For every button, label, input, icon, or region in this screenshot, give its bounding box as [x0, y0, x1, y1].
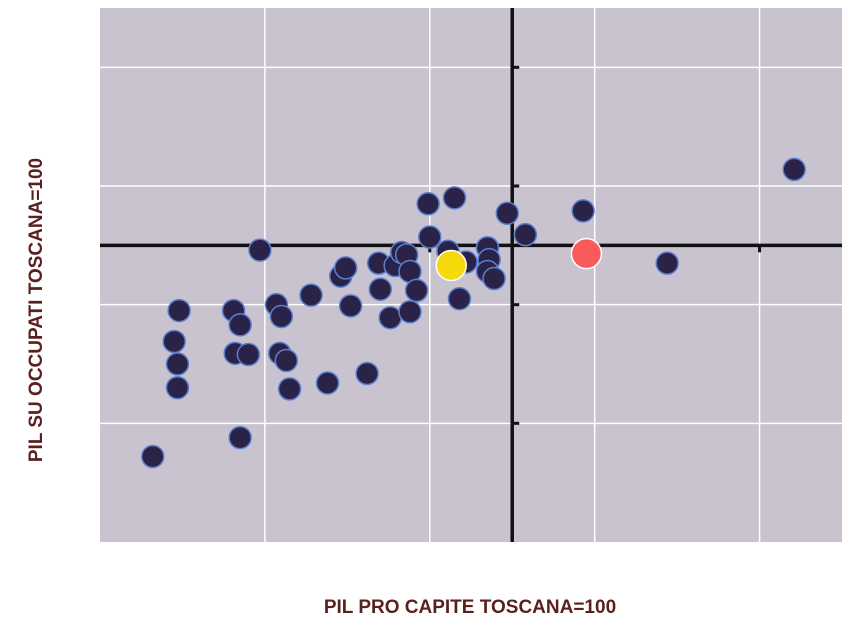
data-point [277, 377, 302, 401]
data-point [228, 425, 252, 450]
data-point [355, 361, 379, 386]
data-point [236, 342, 261, 367]
data-point [315, 371, 340, 395]
data-point [435, 249, 467, 282]
data-point [442, 186, 467, 210]
data-point [165, 375, 190, 400]
data-point [162, 329, 186, 354]
data-point [378, 305, 402, 330]
data-point [782, 157, 806, 182]
data-point [447, 286, 472, 311]
plot-area [100, 8, 842, 542]
data-point [398, 300, 422, 324]
data-point [141, 444, 165, 469]
data-point [368, 277, 393, 301]
data-point [248, 238, 272, 262]
data-point [269, 304, 294, 329]
data-point [513, 222, 538, 247]
data-point [404, 278, 429, 303]
data-point [571, 199, 595, 223]
data-point [418, 225, 442, 249]
data-point [570, 237, 603, 270]
data-point [416, 192, 440, 216]
data-point [165, 352, 190, 376]
data-point [274, 348, 299, 373]
data-point [228, 313, 252, 337]
data-point [655, 251, 679, 275]
data-point [482, 266, 506, 291]
data-point [167, 298, 191, 323]
y-axis-label: PIL SU OCCUPATI TOSCANA=100 [26, 158, 47, 462]
data-point [299, 283, 323, 307]
data-point [333, 256, 358, 280]
x-axis-label: PIL PRO CAPITE TOSCANA=100 [324, 597, 616, 618]
data-point [338, 294, 363, 318]
data-point [495, 201, 520, 226]
